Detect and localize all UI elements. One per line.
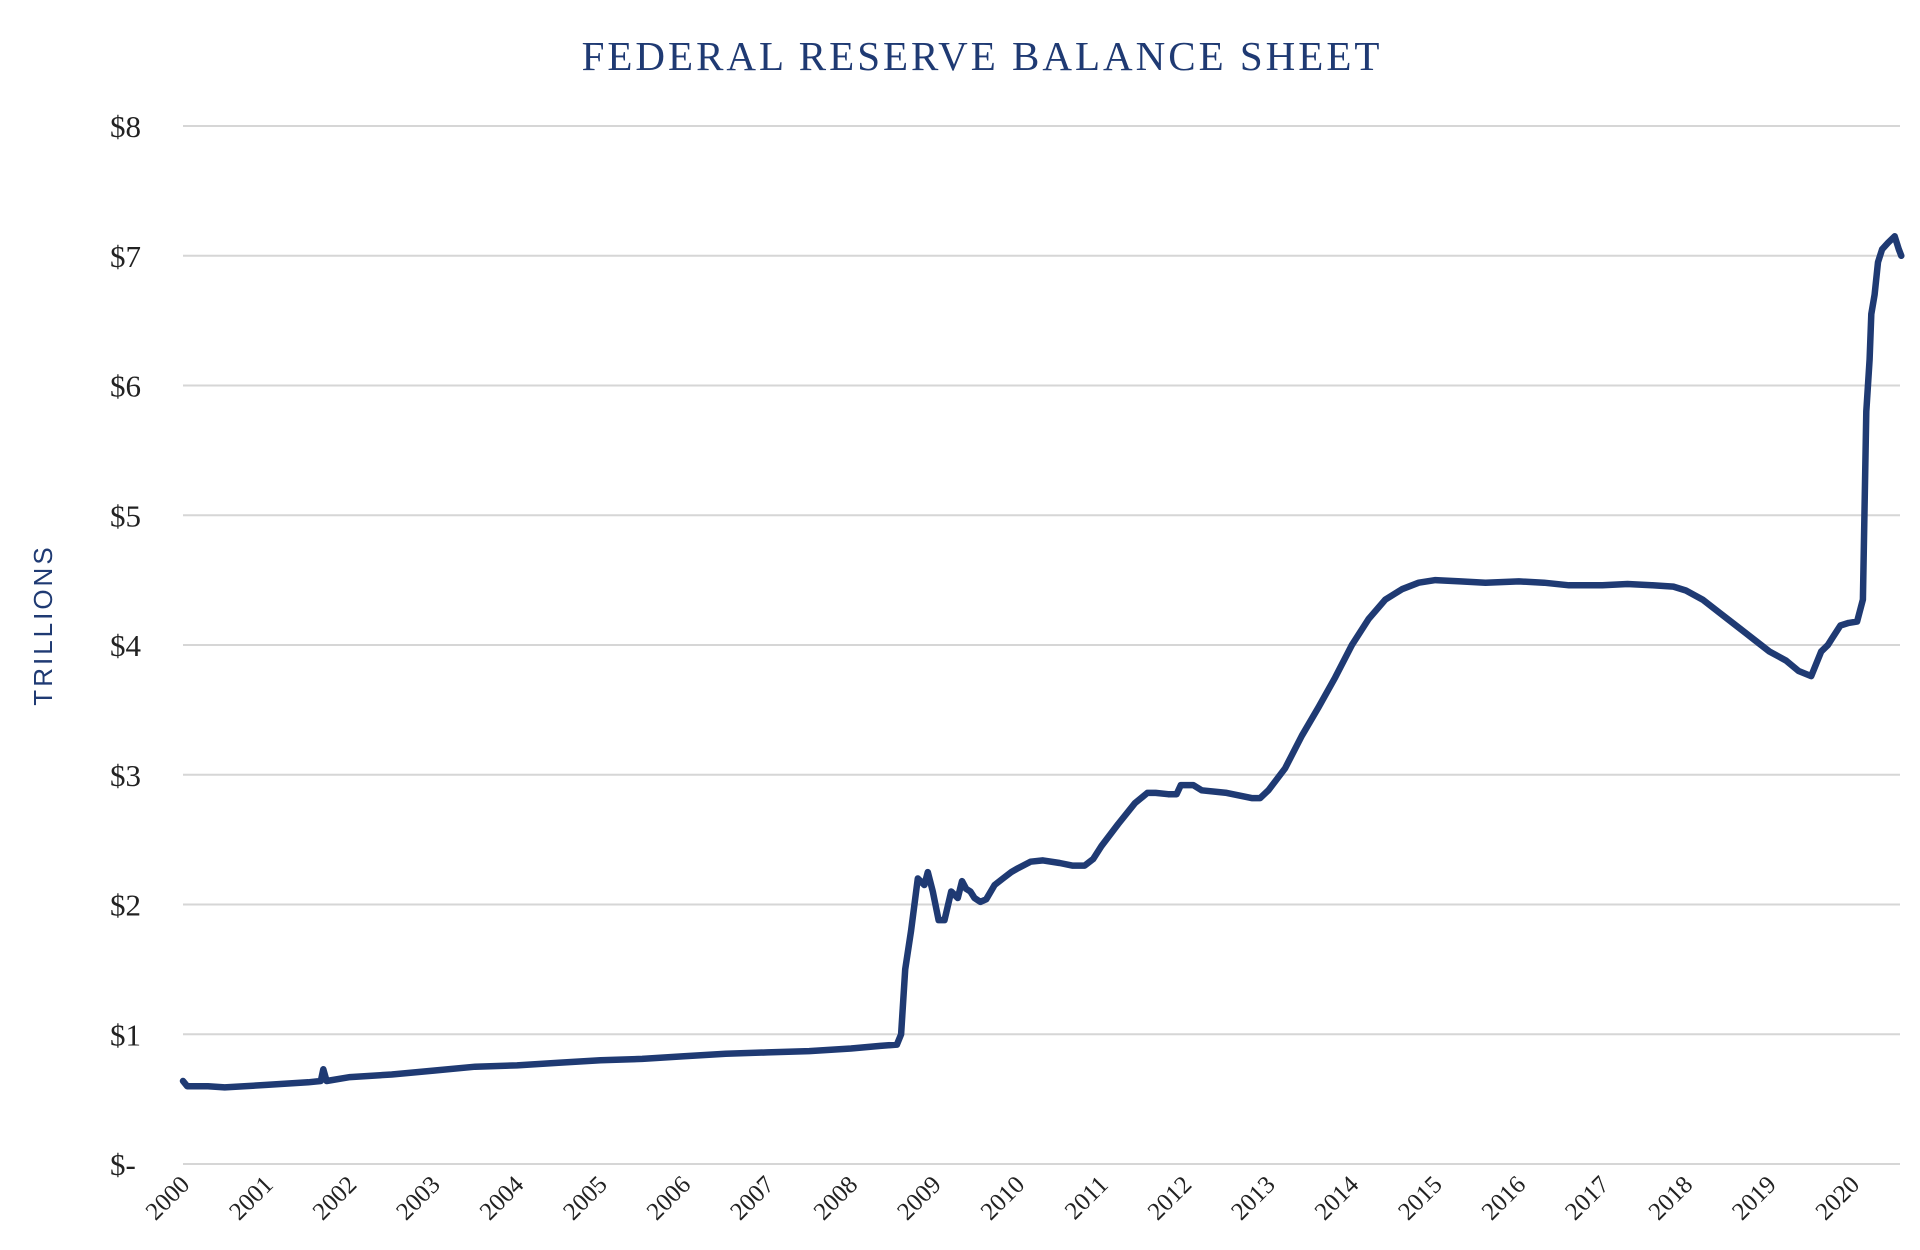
x-tick-label: 2019 xyxy=(1727,1171,1781,1225)
x-tick-label: 2005 xyxy=(558,1171,612,1225)
x-tick-label: 2009 xyxy=(892,1171,946,1225)
y-tick-label: $5 xyxy=(110,498,141,533)
x-tick-label: 2010 xyxy=(976,1171,1030,1225)
x-tick-label: 2006 xyxy=(642,1171,696,1225)
x-tick-label: 2002 xyxy=(308,1171,362,1225)
x-tick-label: 2011 xyxy=(1060,1171,1114,1225)
x-axis-ticks: 2000 2001 2002 2003 2004 2005 2006 2007 2008 2009… xyxy=(141,1171,1865,1226)
x-tick-label: 2015 xyxy=(1393,1171,1447,1225)
x-tick-label: 2007 xyxy=(725,1171,779,1225)
y-tick-label: $1 xyxy=(110,1017,141,1052)
y-tick-label: $3 xyxy=(110,758,141,793)
x-tick-label: 2020 xyxy=(1811,1171,1865,1225)
y-axis-label: TRILLIONS xyxy=(28,544,58,705)
x-tick-label: 2014 xyxy=(1310,1171,1365,1226)
y-tick-label: $- xyxy=(110,1147,136,1182)
y-axis-ticks: $- $1 $2 $3 $4 $5 $6 $7 $8 xyxy=(110,109,142,1182)
x-tick-label: 2013 xyxy=(1226,1171,1280,1225)
y-tick-label: $6 xyxy=(110,369,141,404)
gridlines xyxy=(183,125,1900,1165)
chart-title: FEDERAL RESERVE BALANCE SHEET xyxy=(582,33,1383,79)
series-layer xyxy=(179,233,1905,1091)
x-tick-label: 2000 xyxy=(141,1171,195,1225)
y-tick-label: $2 xyxy=(110,888,141,923)
x-tick-label: 2016 xyxy=(1477,1171,1531,1225)
x-tick-label: 2008 xyxy=(809,1171,863,1225)
x-tick-label: 2017 xyxy=(1560,1171,1614,1225)
y-tick-label: $7 xyxy=(110,239,141,274)
x-tick-label: 2003 xyxy=(391,1171,445,1225)
x-tick-label: 2018 xyxy=(1644,1171,1698,1225)
x-tick-label: 2012 xyxy=(1143,1171,1197,1225)
x-tick-label: 2001 xyxy=(224,1171,278,1225)
y-tick-label: $8 xyxy=(110,109,141,144)
balance-sheet-series-line xyxy=(179,233,1905,1091)
y-tick-label: $4 xyxy=(110,628,142,663)
x-tick-label: 2004 xyxy=(475,1171,530,1226)
